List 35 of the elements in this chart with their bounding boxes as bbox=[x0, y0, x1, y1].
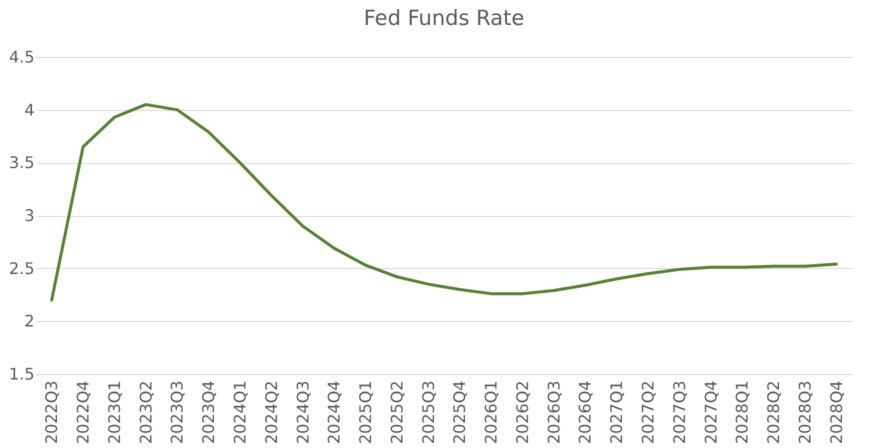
x-tick-label: 2024Q4 bbox=[324, 380, 344, 444]
chart-title: Fed Funds Rate bbox=[364, 6, 524, 30]
y-tick-label: 4 bbox=[24, 100, 34, 120]
x-tick-label: 2024Q2 bbox=[262, 380, 281, 444]
x-tick-label: 2023Q2 bbox=[136, 380, 156, 444]
x-tick-label: 2027Q1 bbox=[607, 380, 626, 444]
x-tick-label: 2024Q1 bbox=[230, 380, 250, 444]
x-tick-label: 2023Q3 bbox=[168, 380, 187, 444]
x-tick-label: 2025Q3 bbox=[418, 380, 438, 444]
x-tick-label: 2024Q3 bbox=[293, 380, 312, 444]
x-tick-label: 2028Q1 bbox=[732, 380, 752, 444]
x-tick-label: 2026Q2 bbox=[512, 380, 532, 444]
x-tick-label: 2023Q1 bbox=[104, 380, 124, 444]
x-tick-label: 2025Q2 bbox=[387, 380, 406, 444]
x-tick-label: 2023Q4 bbox=[199, 380, 218, 444]
x-tick-label: 2026Q3 bbox=[544, 380, 564, 444]
x-tick-label: 2028Q2 bbox=[764, 380, 784, 444]
x-tick-label: 2028Q3 bbox=[795, 380, 814, 444]
y-tick-label: 3.5 bbox=[9, 153, 34, 172]
y-tick-label: 3 bbox=[24, 206, 34, 225]
y-tick-label: 4.5 bbox=[9, 48, 34, 66]
y-tick-label: 1.5 bbox=[9, 364, 34, 384]
x-tick-label: 2025Q4 bbox=[450, 380, 470, 444]
line-series bbox=[50, 103, 838, 302]
x-tick-label: 2028Q4 bbox=[826, 380, 846, 444]
x-tick-label: 2027Q3 bbox=[670, 380, 689, 444]
x-tick-label: 2026Q4 bbox=[576, 380, 595, 444]
x-tick-label: 2022Q4 bbox=[74, 380, 93, 444]
x-tick-label: 2027Q2 bbox=[638, 380, 658, 444]
x-tick-label: 2022Q3 bbox=[42, 380, 62, 444]
y-tick-label: 2 bbox=[24, 312, 34, 331]
x-tick-label: 2027Q4 bbox=[701, 380, 720, 444]
x-tick-label: 2026Q1 bbox=[482, 380, 501, 444]
x-tick-label: 2025Q1 bbox=[356, 380, 376, 444]
y-tick-label: 2.5 bbox=[9, 258, 34, 278]
